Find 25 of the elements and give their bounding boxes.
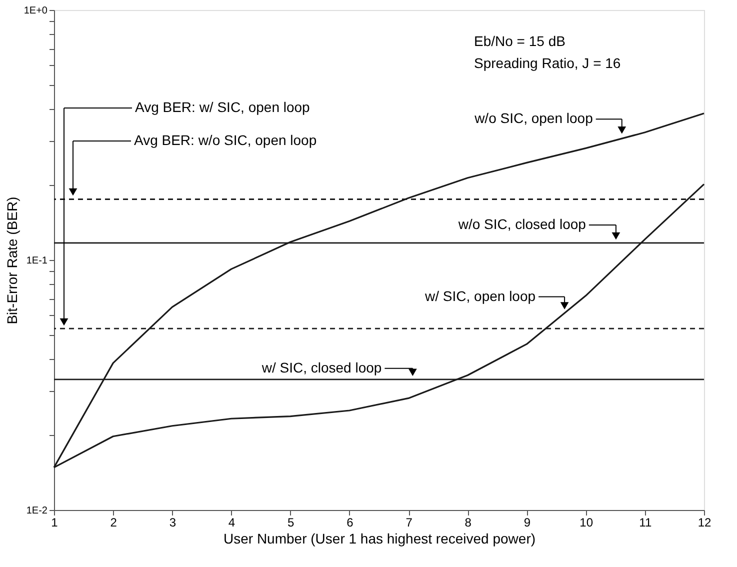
x-tick-label: 10 <box>580 516 594 530</box>
x-tick-label: 7 <box>406 516 413 530</box>
x-tick-label: 2 <box>110 516 118 530</box>
annotation: Avg BER: w/ SIC, open loop <box>135 99 310 115</box>
x-tick-label: 8 <box>464 516 472 530</box>
annotation: w/ SIC, open loop <box>424 288 536 304</box>
y-tick-label: 1E-2 <box>26 506 48 516</box>
x-axis-title: User Number (User 1 has highest received power) <box>223 530 536 546</box>
annotation: w/o SIC, closed loop <box>457 216 586 232</box>
x-tick-label: 4 <box>228 516 236 530</box>
annotation: w/ SIC, closed loop <box>260 359 382 376</box>
x-tick-label: 11 <box>639 516 652 530</box>
annotation: Eb/No = 15 dB <box>474 33 566 49</box>
annotation: Spreading Ratio, J = 16 <box>474 55 621 71</box>
x-tick-label: 5 <box>288 516 295 530</box>
annotation: w/o SIC, open loop <box>474 110 594 126</box>
x-tick-label: 12 <box>698 516 712 530</box>
x-tick-label: 6 <box>346 516 354 530</box>
x-tick-label: 1 <box>51 516 58 530</box>
x-tick-label: 3 <box>169 516 176 530</box>
y-tick-label: 1E-1 <box>26 256 48 266</box>
y-tick-label: 1E+0 <box>24 6 48 16</box>
y-axis-title: Bit-Error Rate (BER) <box>4 196 20 324</box>
annotation: Avg BER: w/o SIC, open loop <box>134 132 317 148</box>
x-tick-label: 9 <box>524 516 531 530</box>
